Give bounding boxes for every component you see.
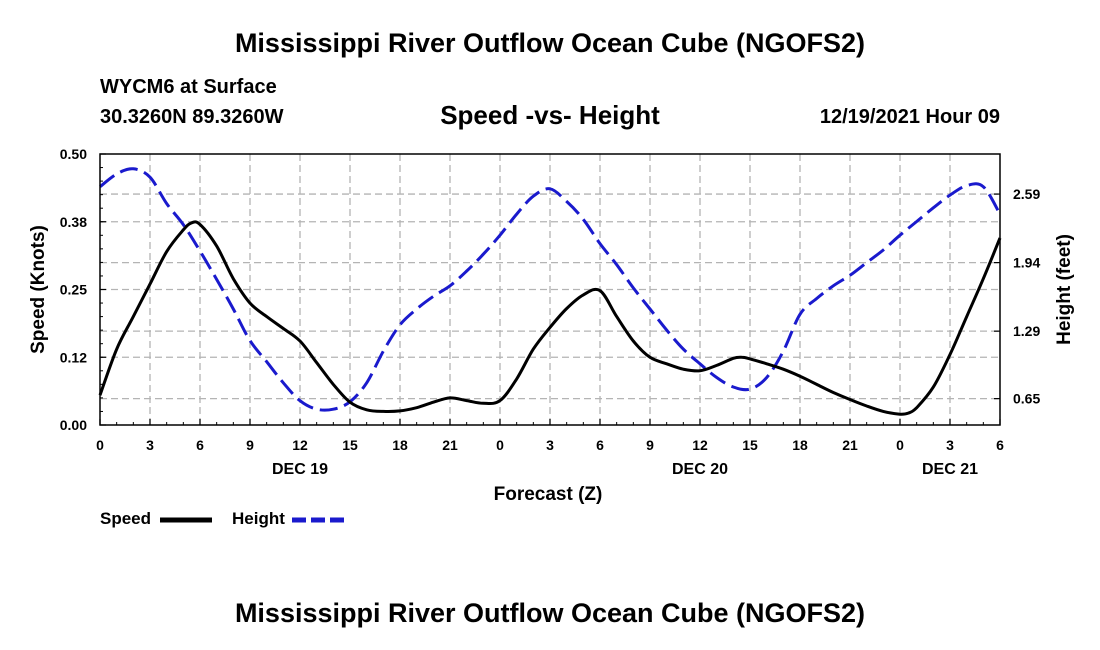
y-tick-label: 0.50 [60,146,87,162]
x-tick-label: 15 [742,437,758,453]
x-tick-label: 6 [996,437,1004,453]
legend-height-label: Height [232,509,285,528]
legend-speed-label: Speed [100,509,152,528]
chart-title: Speed -vs- Height [440,100,660,130]
x-tick-label: 6 [196,437,204,453]
timestamp-label: 12/19/2021 Hour 09 [819,106,1000,128]
x-tick-label: 0 [496,437,504,453]
x-tick-label: 9 [646,437,654,453]
grid [100,154,1000,425]
x-tick-label: 15 [342,437,358,453]
x-tick-label: 12 [692,437,708,453]
x-axis-title: Forecast (Z) [494,484,603,505]
coordinates-label: 30.3260N 89.3260W [100,106,284,128]
x-tick-label: 21 [442,437,458,453]
x-tick-label: 12 [292,437,308,453]
series-lines [98,167,1002,416]
series-height-line [99,167,1002,412]
x-tick-label: 0 [896,437,904,453]
x-tick-label: 3 [546,437,554,453]
axes: 0 3 6 9 12 15 18 21 0 3 6 9 12 15 18 21 0 3 6 DEC 19 DEC 20 D… [28,146,1075,505]
y-tick-label: 0.00 [60,417,87,433]
y-axis-title: Speed (Knots) [28,225,49,354]
station-label: WYCM6 at Surface [100,76,277,98]
x-date-label: DEC 21 [922,461,978,478]
y-tick-label: 0.38 [60,214,87,230]
y2-tick-label: 2.59 [1013,186,1040,202]
series-speed-line [98,220,1002,416]
y-tick-label: 0.25 [60,282,87,298]
footer-title: Mississippi River Outflow Ocean Cube (NG… [234,598,866,628]
x-tick-label: 0 [96,437,104,453]
y2-tick-label: 1.94 [1013,255,1040,271]
x-tick-label: 18 [392,437,408,453]
page-title: Mississippi River Outflow Ocean Cube (NG… [234,28,866,58]
y-tick-label: 0.12 [60,349,87,365]
x-tick-label: 18 [792,437,808,453]
x-tick-label: 3 [146,437,154,453]
x-tick-label: 9 [246,437,254,453]
x-tick-label: 6 [596,437,604,453]
x-date-label: DEC 19 [272,461,328,478]
x-tick-label: 3 [946,437,954,453]
x-tick-label: 21 [842,437,858,453]
y2-axis-title: Height (feet) [1054,234,1075,345]
x-date-label: DEC 20 [672,461,728,478]
y2-tick-label: 0.65 [1013,391,1040,407]
y2-tick-label: 1.29 [1013,323,1040,339]
